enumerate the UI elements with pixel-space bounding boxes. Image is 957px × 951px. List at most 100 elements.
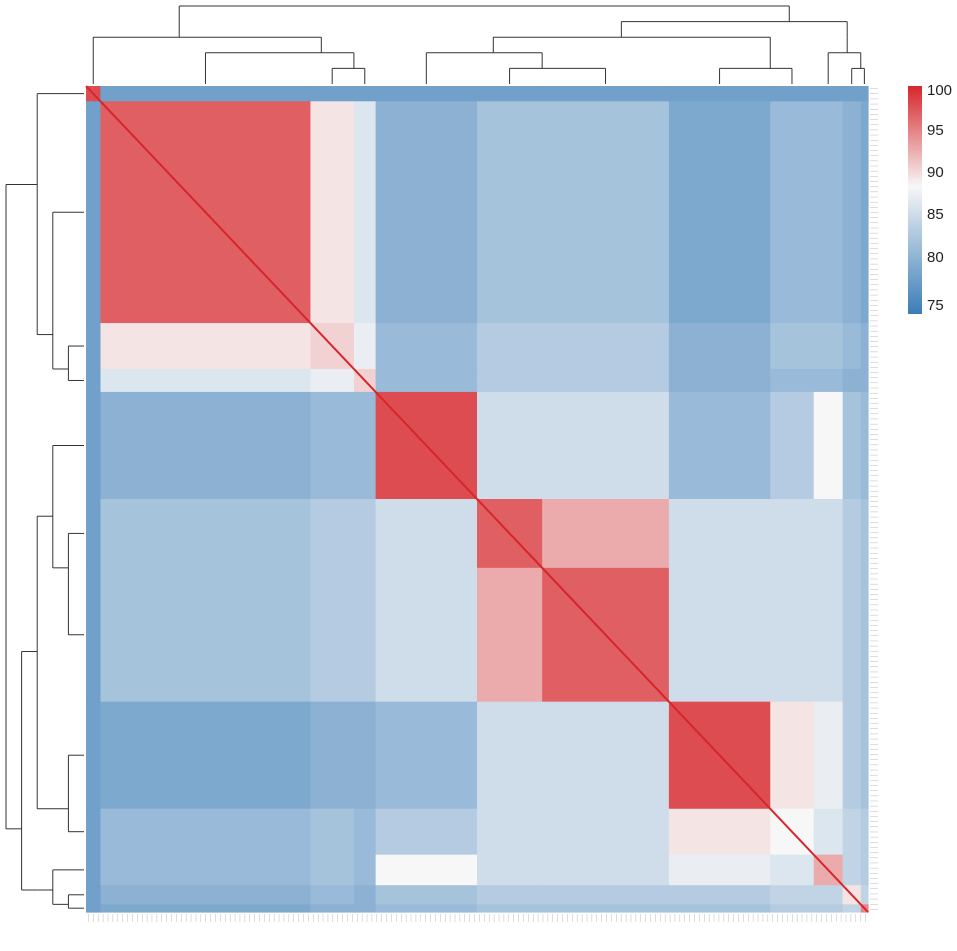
heatmap-cell-D-G <box>542 368 670 393</box>
heatmap-cell-E-A <box>86 391 102 500</box>
heatmap-cell-E-C <box>310 391 355 500</box>
heatmap-cell-L-I <box>770 904 815 913</box>
heatmap-cell-K-G <box>542 885 670 905</box>
heatmap-cell-G-I <box>770 567 815 703</box>
heatmap-diagonal <box>85 85 869 913</box>
heatmap-cell-F-C <box>310 499 355 569</box>
heatmap-cell-B-G <box>542 101 670 324</box>
heatmap-cell-E-K <box>842 391 862 500</box>
heatmap-cell-L-F <box>477 904 543 913</box>
legend-tick-90: 90 <box>927 164 944 181</box>
heatmap-cell-A-B <box>100 86 312 102</box>
heatmap-cell-I-G <box>542 808 670 856</box>
heatmap-cell-L-K <box>842 904 862 913</box>
top-dendrogram <box>92 5 865 84</box>
heatmap-cell-G-H <box>668 567 771 703</box>
heatmap-cell-I-B <box>100 808 312 856</box>
legend-tick-85: 85 <box>927 206 944 223</box>
heatmap-cell-I-F <box>477 808 543 856</box>
heatmap-cell-H-J <box>813 701 844 810</box>
heatmap-cell-J-C <box>310 854 355 886</box>
heatmap-cell-C-J <box>813 323 844 370</box>
heatmap-cell-K-E <box>375 885 478 905</box>
heatmap-cell-B-L <box>860 101 869 324</box>
heatmap-cell-F-E <box>375 499 478 569</box>
heatmap-cell-A-L <box>860 86 869 102</box>
heatmap-cell-J-D <box>353 854 377 886</box>
heatmap-cell-F-G <box>542 499 670 569</box>
heatmap-cell-H-F <box>477 701 543 810</box>
heatmap-cell-G-C <box>310 567 355 703</box>
legend-tick-95: 95 <box>927 122 944 139</box>
heatmap-cell-J-B <box>100 854 312 886</box>
heatmap-cell-K-L <box>860 885 869 905</box>
heatmap-cell-C-B <box>100 323 312 370</box>
heatmap-cell-H-I <box>770 701 815 810</box>
heatmap-cell-H-K <box>842 701 862 810</box>
heatmap-cell-K-A <box>86 885 102 905</box>
heatmap-cell-L-J <box>813 904 844 913</box>
heatmap-cell-E-G <box>542 391 670 500</box>
heatmap-cell-A-H <box>668 86 771 102</box>
heatmap-cell-J-A <box>86 854 102 886</box>
heatmap-cell-I-E <box>375 808 478 856</box>
heatmap-cell-B-K <box>842 101 862 324</box>
heatmap-cell-E-D <box>353 391 377 500</box>
heatmap-cell-A-D <box>353 86 377 102</box>
heatmap-cell-A-K <box>842 86 862 102</box>
heatmap-cell-I-K <box>842 808 862 856</box>
heatmap-cell-F-L <box>860 499 869 569</box>
heatmap-cell-F-A <box>86 499 102 569</box>
heatmap-cell-C-I <box>770 323 815 370</box>
heatmap-cell-F-K <box>842 499 862 569</box>
heatmap-cell-B-I <box>770 101 815 324</box>
heatmap-cell-E-H <box>668 391 771 500</box>
diagonal-line <box>85 85 869 913</box>
color-legend: 100 95 90 85 80 75 <box>908 82 952 314</box>
heatmap-cell-F-H <box>668 499 771 569</box>
heatmap-cell-B-D <box>353 101 377 324</box>
heatmap-cell-C-D <box>353 323 377 370</box>
heatmap-cell-A-J <box>813 86 844 102</box>
heatmap-cell-D-K <box>842 368 862 393</box>
legend-tick-100: 100 <box>927 82 952 99</box>
heatmap-cell-E-F <box>477 391 543 500</box>
heatmap-cell-D-F <box>477 368 543 393</box>
heatmap-cell-I-L <box>860 808 869 856</box>
heatmap-cell-F-D <box>353 499 377 569</box>
heatmap-cell-L-B <box>100 904 312 913</box>
heatmap-cell-H-G <box>542 701 670 810</box>
heatmap-cell-C-A <box>86 323 102 370</box>
axis-label-ticks <box>88 88 878 922</box>
legend-colorbar <box>908 86 922 314</box>
heatmap-cell-A-C <box>310 86 355 102</box>
heatmap-cell-I-C <box>310 808 355 856</box>
heatmap-cell-F-J <box>813 499 844 569</box>
heatmap-cell-C-H <box>668 323 771 370</box>
heatmap-cell-E-B <box>100 391 312 500</box>
heatmap-cell-H-B <box>100 701 312 810</box>
heatmap-cell-D-L <box>860 368 869 393</box>
heatmap-cell-L-A <box>86 904 102 913</box>
heatmap-cell-A-F <box>477 86 543 102</box>
heatmap-cell-B-A <box>86 101 102 324</box>
heatmap-cell-G-B <box>100 567 312 703</box>
heatmap-cell-K-J <box>813 885 844 905</box>
heatmap-cell-C-F <box>477 323 543 370</box>
heatmap-cell-H-D <box>353 701 377 810</box>
heatmap-cell-J-G <box>542 854 670 886</box>
heatmap-cell-E-I <box>770 391 815 500</box>
heatmap-cell-E-L <box>860 391 869 500</box>
heatmap-cell-D-J <box>813 368 844 393</box>
heatmap-cell-C-K <box>842 323 862 370</box>
heatmap-cell-G-F <box>477 567 543 703</box>
heatmap-cell-L-G <box>542 904 670 913</box>
heatmap-cell-H-E <box>375 701 478 810</box>
heatmap-cell-C-E <box>375 323 478 370</box>
heatmap-cell-J-I <box>770 854 815 886</box>
heatmap-cell-G-D <box>353 567 377 703</box>
heatmap-cell-D-A <box>86 368 102 393</box>
left-dendrogram <box>5 93 84 909</box>
heatmap-cell-L-C <box>310 904 355 913</box>
